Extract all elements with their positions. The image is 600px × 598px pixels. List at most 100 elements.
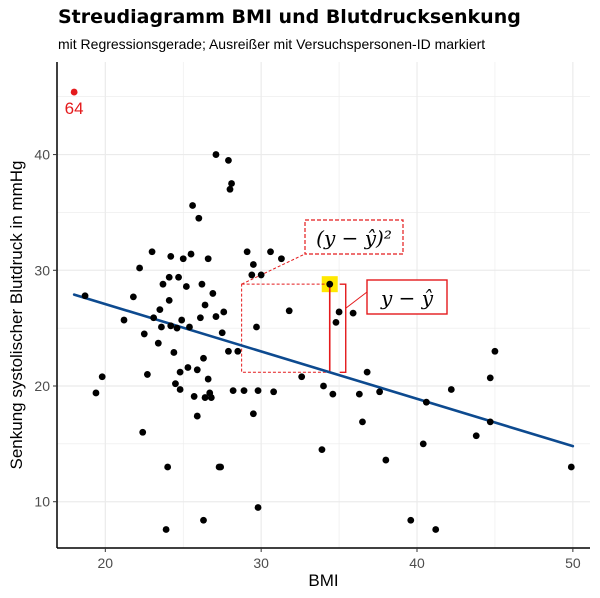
data-point xyxy=(220,308,228,316)
data-point xyxy=(234,347,242,355)
data-point xyxy=(196,314,204,322)
data-point xyxy=(228,180,235,187)
data-point xyxy=(184,364,192,371)
data-point xyxy=(226,185,234,193)
data-point xyxy=(193,366,201,374)
data-point xyxy=(193,412,201,420)
y-tick-label: 10 xyxy=(34,494,50,510)
y-tick-label: 30 xyxy=(34,262,50,278)
data-point xyxy=(190,393,198,400)
axis-labels: BMI Senkung systolischer Blutdruck in mm… xyxy=(7,161,339,590)
data-point xyxy=(257,271,265,279)
x-tick-label: 20 xyxy=(98,555,114,571)
regression-line xyxy=(72,293,575,448)
x-tick-label: 40 xyxy=(409,555,425,571)
data-point xyxy=(164,463,172,471)
data-point xyxy=(187,250,195,258)
data-point xyxy=(253,323,260,331)
data-point xyxy=(212,151,220,158)
y-tick-label: 40 xyxy=(34,147,50,163)
data-point xyxy=(225,347,232,355)
data-point xyxy=(270,388,278,396)
data-point xyxy=(176,368,184,376)
data-point xyxy=(156,306,164,314)
data-point xyxy=(249,410,257,418)
regression-line-group xyxy=(72,293,575,448)
data-point xyxy=(195,214,203,222)
data-point xyxy=(491,347,499,355)
data-point xyxy=(267,248,274,256)
data-point xyxy=(355,390,363,398)
data-point xyxy=(179,255,187,263)
data-point xyxy=(318,446,326,454)
data-point xyxy=(139,428,147,436)
data-point xyxy=(376,388,384,396)
data-point xyxy=(148,248,156,256)
data-point xyxy=(92,389,100,397)
outlier-id-label: 64 xyxy=(65,99,84,118)
data-point xyxy=(175,273,182,281)
data-point xyxy=(170,349,178,356)
data-point xyxy=(120,316,128,324)
data-point xyxy=(249,261,257,268)
axes: 20 30 40 50 10 20 30 40 xyxy=(34,62,590,571)
data-point xyxy=(359,418,366,426)
residual-annotation: y − ŷ (y − ŷ)² xyxy=(241,219,448,373)
data-point xyxy=(486,418,494,426)
data-point xyxy=(81,292,89,300)
data-point xyxy=(486,374,494,382)
residual-label-box xyxy=(366,279,448,315)
data-point xyxy=(204,375,212,383)
data-point xyxy=(285,307,293,315)
data-point xyxy=(382,456,390,464)
data-point xyxy=(165,296,173,304)
data-point xyxy=(159,280,167,288)
data-point xyxy=(472,432,480,440)
squared-residual-label-box xyxy=(304,219,404,255)
data-point xyxy=(158,323,165,331)
data-point xyxy=(225,156,232,164)
outlier-point xyxy=(70,88,78,96)
data-point xyxy=(165,273,173,281)
data-point xyxy=(207,394,215,401)
squared-residual-connector xyxy=(241,253,306,285)
data-point xyxy=(349,309,357,317)
residual-connector xyxy=(345,291,368,309)
squared-residual-label: (y − ŷ)² xyxy=(316,226,392,250)
data-point xyxy=(150,314,158,322)
data-point xyxy=(407,516,415,524)
data-point xyxy=(189,202,196,209)
data-point xyxy=(229,387,237,395)
x-tick-label: 50 xyxy=(565,555,581,571)
data-point xyxy=(173,324,181,332)
data-point xyxy=(217,463,225,471)
data-point xyxy=(218,329,226,337)
data-point xyxy=(172,380,179,388)
data-point xyxy=(154,339,162,347)
data-point xyxy=(176,386,184,393)
data-point xyxy=(326,280,334,288)
y-axis-label: Senkung systolischer Blutdruck in mmHg xyxy=(7,161,26,470)
data-point xyxy=(129,293,137,301)
x-axis-label: BMI xyxy=(308,571,338,590)
data-point xyxy=(209,290,217,297)
data-point xyxy=(167,253,175,260)
data-point xyxy=(212,313,220,320)
data-point xyxy=(98,373,106,381)
data-point xyxy=(182,283,190,290)
data-point xyxy=(278,255,285,263)
data-point xyxy=(200,516,207,524)
residual-bracket xyxy=(339,283,347,373)
data-point xyxy=(200,354,207,362)
data-point xyxy=(254,504,262,511)
data-point xyxy=(201,301,209,309)
data-point xyxy=(243,248,251,256)
data-point xyxy=(186,323,193,331)
data-point xyxy=(254,387,262,395)
data-point xyxy=(167,322,175,330)
data-point xyxy=(298,373,306,381)
data-point xyxy=(201,394,209,401)
data-point xyxy=(419,440,427,448)
data-point xyxy=(363,368,371,376)
